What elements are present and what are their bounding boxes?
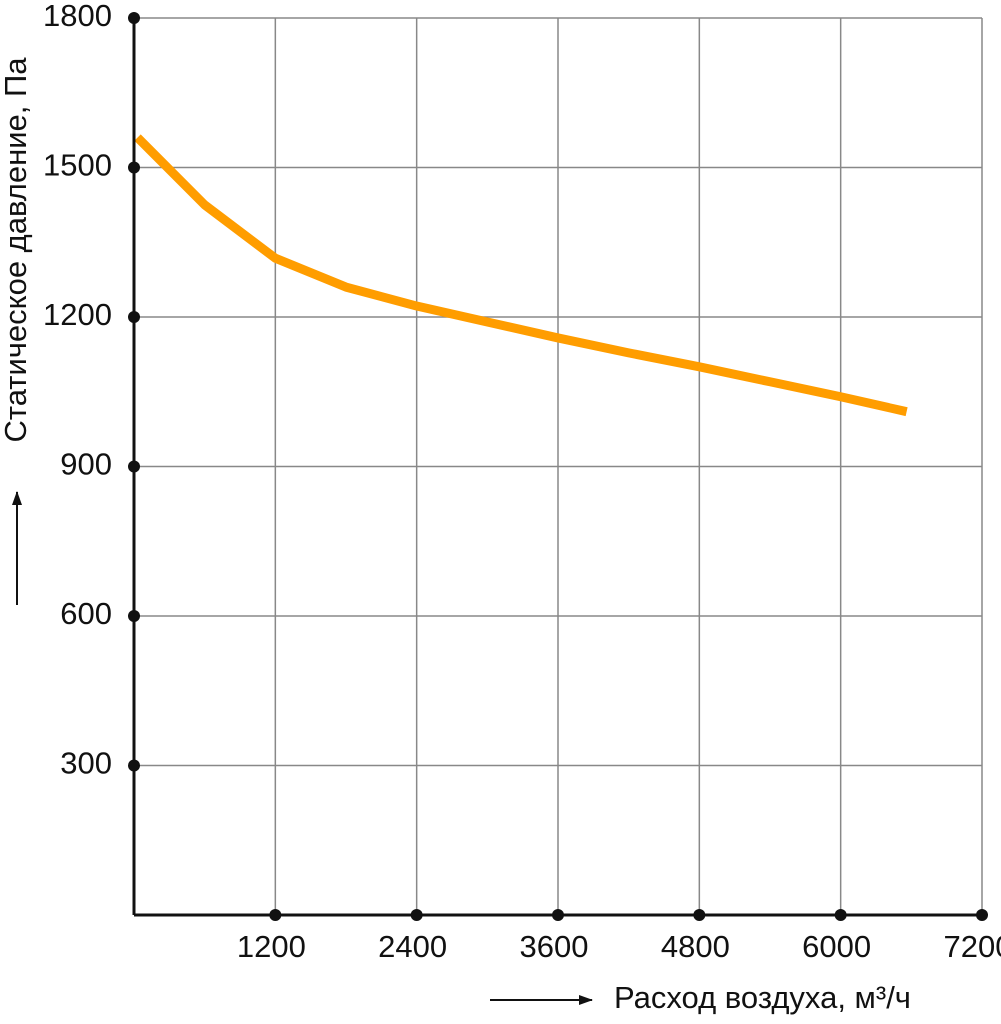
data-line — [134, 134, 908, 417]
x-tick-mark — [410, 909, 423, 921]
y-tick-label: 300 — [60, 746, 112, 781]
y-tick-label: 1500 — [43, 148, 112, 183]
y-tick-mark — [128, 311, 140, 323]
plot-area — [134, 134, 908, 417]
x-tick-mark — [976, 909, 988, 921]
x-tick-mark — [552, 909, 564, 921]
y-tick-mark — [128, 759, 140, 772]
y-tick-label: 900 — [60, 447, 112, 482]
y-axis-label: Статическое давление, Па — [0, 57, 33, 443]
grid — [134, 17, 983, 915]
y-tick-mark — [128, 610, 140, 622]
x-tick-mark — [693, 909, 706, 921]
y-tick-mark — [128, 12, 140, 24]
x-axis-label: Расход воздуха, м³/ч — [614, 980, 911, 1015]
x-tick-label: 3600 — [520, 929, 589, 964]
x-tick-mark — [834, 909, 847, 921]
y-tick-mark — [128, 460, 140, 473]
y-tick-label: 1800 — [43, 0, 112, 33]
x-tick-mark — [269, 909, 282, 921]
x-tick-label: 2400 — [378, 929, 447, 964]
x-tick-label: 1200 — [237, 929, 306, 964]
y-tick-label: 600 — [60, 596, 112, 631]
x-tick-label: 4800 — [661, 929, 730, 964]
x-tick-label: 7200 — [944, 929, 1001, 964]
x-tick-label: 6000 — [802, 929, 871, 964]
y-tick-label: 1200 — [43, 297, 112, 332]
y-tick-mark — [128, 161, 140, 174]
